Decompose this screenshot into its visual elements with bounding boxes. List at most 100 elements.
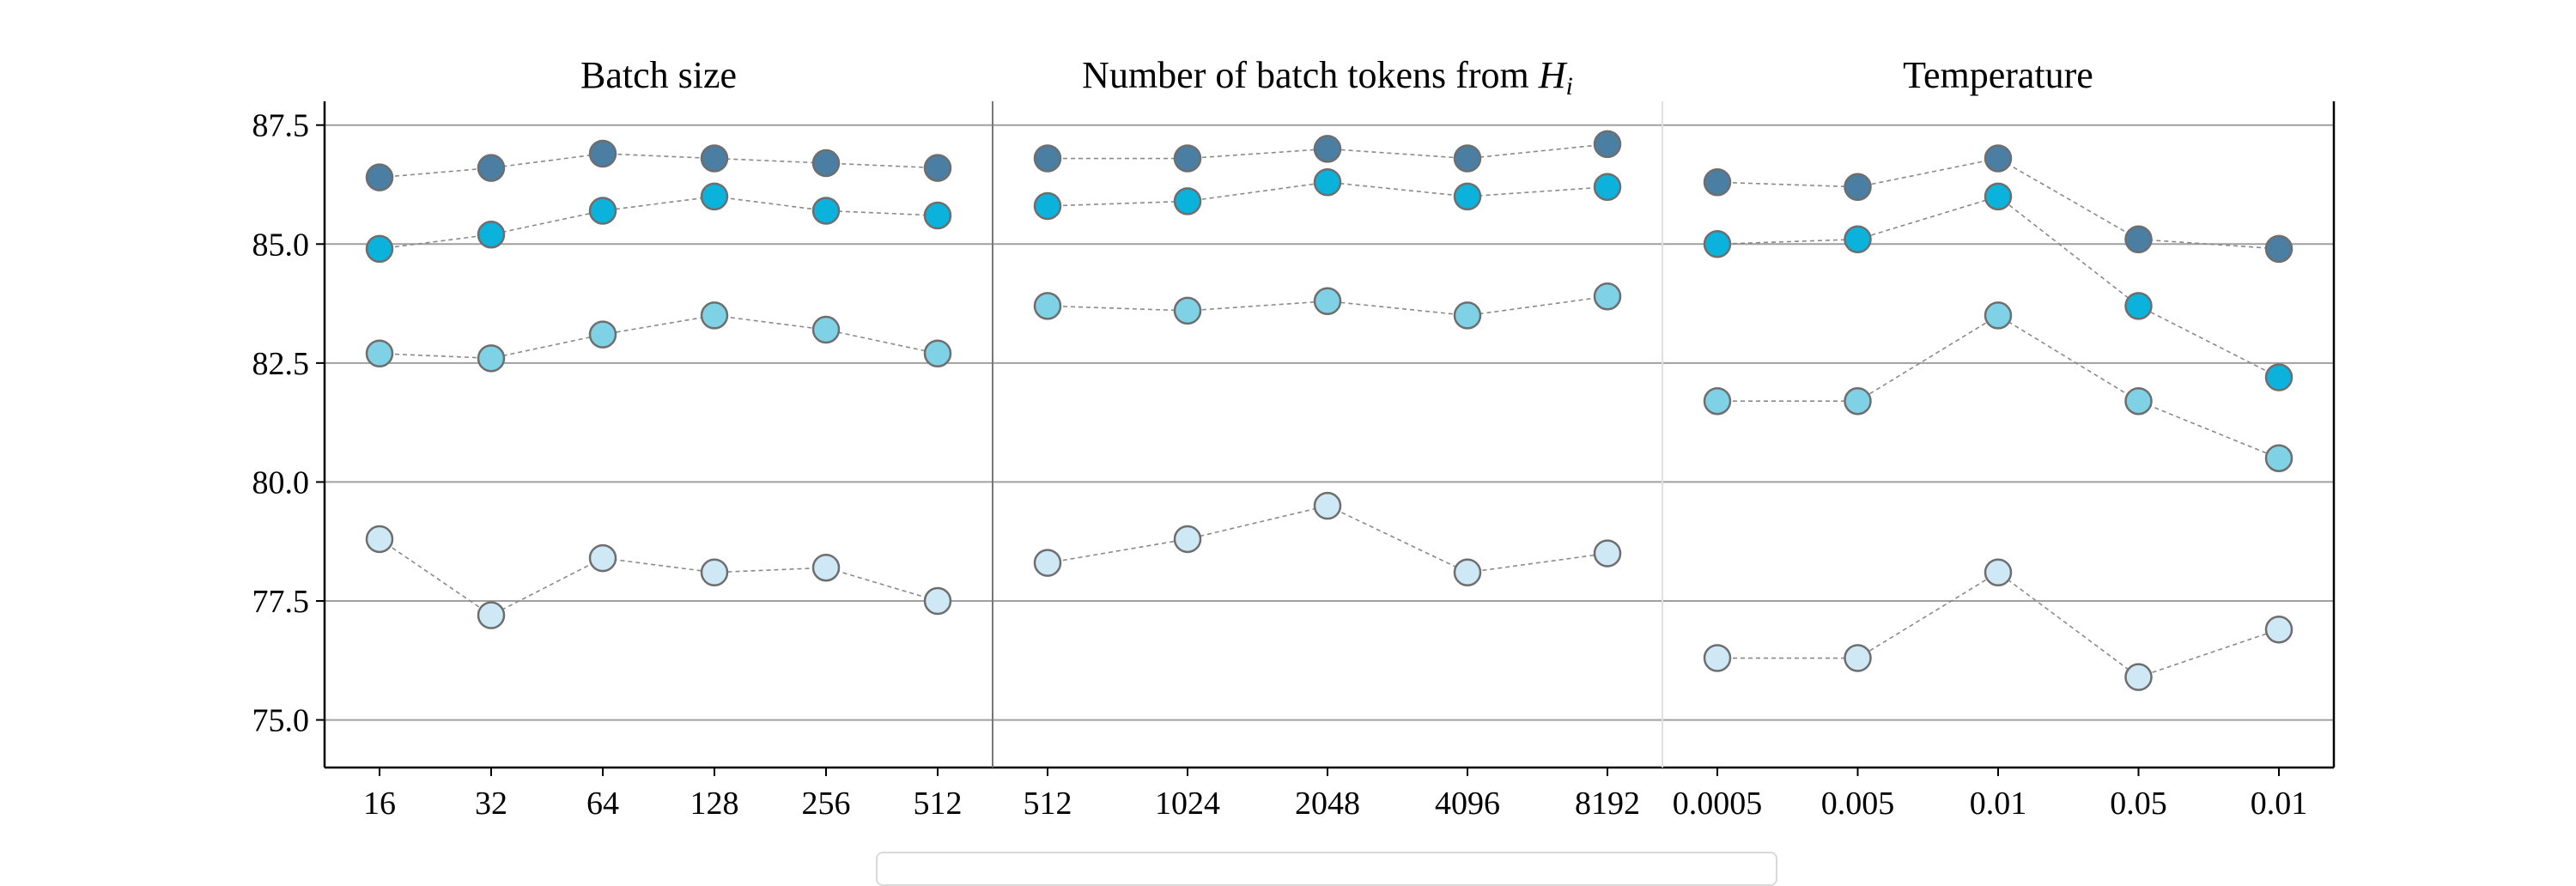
data-point <box>2124 663 2153 691</box>
data-point <box>1453 144 1482 173</box>
y-tick-label: 82.5 <box>252 346 310 382</box>
data-point <box>811 197 841 225</box>
x-tick-label: 128 <box>690 786 739 822</box>
x-tick-label: 0.0005 <box>1673 786 1763 822</box>
data-point <box>1703 386 1732 416</box>
data-point <box>2264 234 2293 264</box>
x-tick-label: 32 <box>475 786 507 822</box>
data-point <box>1844 173 1872 202</box>
data-point <box>1593 539 1622 567</box>
data-point <box>588 543 617 573</box>
chart-labels: 75.0 77.5 80.0 82.5 85.0 87.5 Batch size 16 32 64… <box>252 54 2308 822</box>
data-point <box>2124 225 2153 253</box>
data-point <box>1173 525 1202 554</box>
data-point <box>1033 191 1062 221</box>
panel-title: Number of batch tokens from Hi <box>1082 54 1573 100</box>
data-point <box>1844 225 1872 253</box>
data-point <box>811 553 841 582</box>
series-line <box>379 153 939 179</box>
series-lines <box>379 143 2280 678</box>
chart: 75.0 77.5 80.0 82.5 85.0 87.5 Batch size 16 32 64… <box>252 54 2336 822</box>
y-tick-label: 80.0 <box>252 464 310 501</box>
series-line <box>379 538 939 616</box>
x-tick-label: 16 <box>363 786 396 822</box>
y-tick-label: 85.0 <box>252 227 310 263</box>
data-point <box>1173 296 1202 325</box>
data-point <box>1033 292 1062 320</box>
data-point <box>1173 187 1202 215</box>
data-point <box>1593 282 1622 311</box>
x-tick-label: 512 <box>914 786 963 822</box>
data-point <box>923 201 952 230</box>
data-point <box>1453 301 1482 330</box>
grid-lines <box>325 124 2334 721</box>
data-point <box>811 315 841 344</box>
y-tick-label: 75.0 <box>252 703 310 739</box>
data-point <box>365 234 394 264</box>
data-point <box>1984 558 2013 586</box>
data-point <box>2264 616 2293 644</box>
x-tick-label: 4096 <box>1435 786 1500 822</box>
legend <box>876 852 1777 886</box>
data-point <box>477 154 506 182</box>
data-point <box>1844 386 1872 416</box>
x-tick-label: 0.01 <box>1970 786 2027 822</box>
data-point <box>477 601 506 629</box>
data-point <box>1984 144 2013 173</box>
panel-title: Batch size <box>580 54 737 96</box>
data-point <box>700 558 729 586</box>
data-point <box>1313 135 1342 163</box>
series-line <box>1717 314 2280 459</box>
panel-title: Temperature <box>1903 54 2093 96</box>
data-point <box>2124 292 2153 320</box>
y-tick-label: 87.5 <box>252 108 310 144</box>
data-point <box>365 339 394 368</box>
data-point <box>2264 444 2293 472</box>
data-point <box>2264 363 2293 391</box>
data-point <box>1593 130 1622 159</box>
series-line <box>1047 505 1608 573</box>
x-tick-label: 1024 <box>1155 786 1220 822</box>
data-point <box>1313 287 1342 316</box>
data-point <box>1453 558 1482 586</box>
data-point <box>1313 167 1342 197</box>
x-tick-label: 512 <box>1024 786 1072 822</box>
data-points <box>365 130 2293 691</box>
data-point <box>811 149 841 178</box>
data-point <box>588 320 617 349</box>
series-line <box>379 196 939 250</box>
data-point <box>1593 173 1622 202</box>
data-point <box>1033 144 1062 173</box>
data-point <box>1703 644 1732 672</box>
series-line <box>379 314 939 360</box>
data-point <box>700 182 729 211</box>
data-point <box>1703 230 1732 258</box>
series-line <box>1716 195 2280 379</box>
data-point <box>1033 549 1062 577</box>
data-point <box>1703 167 1732 197</box>
x-tick-label: 0.005 <box>1821 786 1895 822</box>
x-tick-label: 64 <box>586 786 619 822</box>
series-line <box>1716 157 2280 250</box>
data-point <box>2124 386 2153 416</box>
data-point <box>700 144 729 173</box>
data-point <box>1984 301 2013 330</box>
data-point <box>923 586 952 616</box>
data-point <box>588 197 617 225</box>
y-tick-label: 77.5 <box>252 584 310 620</box>
x-tick-label: 8192 <box>1575 786 1640 822</box>
data-point <box>1453 182 1482 211</box>
data-point <box>477 220 506 249</box>
data-point <box>923 339 952 368</box>
data-point <box>1984 182 2013 211</box>
x-tick-label: 0.01 <box>2251 786 2308 822</box>
series-line <box>1717 571 2280 678</box>
data-point <box>1173 144 1202 173</box>
x-tick-label: 2048 <box>1295 786 1360 822</box>
axes <box>316 101 2336 776</box>
x-tick-label: 256 <box>802 786 851 822</box>
data-point <box>588 139 617 168</box>
data-point <box>1313 491 1342 520</box>
data-point <box>365 163 394 191</box>
data-point <box>365 525 394 554</box>
